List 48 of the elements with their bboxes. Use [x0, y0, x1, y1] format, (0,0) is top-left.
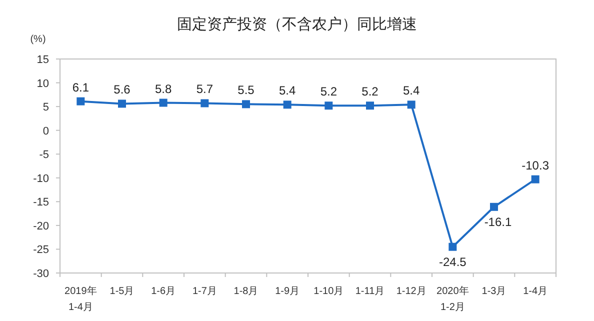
y-tick-label: 15	[36, 54, 49, 66]
y-tick-label: 0	[42, 125, 49, 138]
data-label: -24.5	[438, 254, 467, 269]
y-tick-label: -25	[33, 244, 49, 256]
point	[531, 175, 540, 184]
data-label: -16.1	[484, 214, 512, 229]
y-tick-label: -5	[39, 149, 49, 162]
x-tick-label: 1-12月	[396, 286, 426, 297]
data-label: 5.4	[278, 84, 296, 98]
data-label: 5.5	[238, 83, 255, 98]
data-label: -10.3	[522, 158, 550, 172]
point	[407, 100, 416, 109]
data-label: 5.2	[362, 84, 379, 99]
point	[490, 202, 498, 211]
x-tick-label: 1-6月	[151, 286, 176, 297]
x-tick-label: 2019年 1-4月	[64, 285, 97, 313]
point	[76, 97, 85, 106]
point	[118, 100, 126, 108]
data-label: 5.4	[402, 84, 420, 98]
x-tick-label: 1-9月	[275, 286, 300, 297]
chart-title: 固定资产投资（不含农户）同比增速	[177, 16, 417, 33]
y-tick-label: -20	[33, 220, 49, 232]
point	[283, 100, 292, 109]
x-tick-label: 1-7月	[192, 286, 217, 297]
point	[366, 102, 374, 110]
y-axis-title: (%)	[30, 34, 46, 45]
x-tick-label: 1-8月	[234, 286, 258, 297]
y-tick-label: -15	[33, 196, 49, 209]
x-tick-label: 1-5月	[110, 286, 134, 297]
x-tick-label: 1-11月	[355, 286, 385, 297]
data-label: 5.2	[320, 84, 338, 99]
point	[242, 100, 250, 108]
data-label: 5.7	[196, 82, 214, 96]
data-label: 5.6	[114, 82, 131, 97]
y-tick-label: 10	[36, 78, 49, 90]
x-tick-label: 1-3月	[482, 286, 506, 297]
x-tick-label: 2020年 1-2月	[436, 285, 469, 313]
x-tick-label: 1-4月	[523, 286, 548, 297]
data-label: 5.8	[154, 82, 172, 96]
point	[324, 102, 333, 110]
point	[448, 242, 457, 251]
data-label: 6.1	[72, 80, 90, 94]
point	[159, 98, 168, 107]
y-tick-label: -10	[33, 172, 49, 185]
point	[200, 99, 209, 108]
x-tick-label: 1-10月	[314, 286, 344, 297]
y-tick-label: 5	[42, 102, 49, 114]
y-tick-label: -30	[33, 268, 49, 280]
